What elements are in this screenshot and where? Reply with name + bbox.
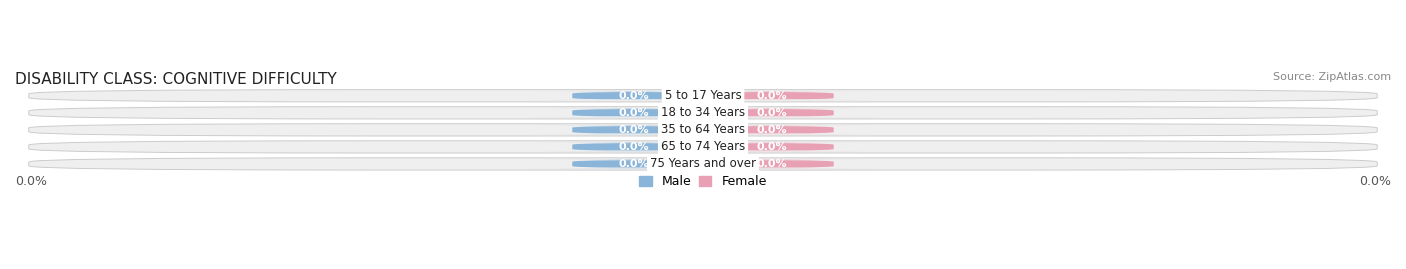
Text: 0.0%: 0.0%: [15, 175, 46, 188]
FancyBboxPatch shape: [669, 109, 875, 117]
Text: 18 to 34 Years: 18 to 34 Years: [661, 106, 745, 119]
FancyBboxPatch shape: [28, 107, 1378, 119]
Text: 0.0%: 0.0%: [619, 159, 650, 169]
Legend: Male, Female: Male, Female: [634, 171, 772, 193]
Text: 0.0%: 0.0%: [756, 108, 787, 118]
FancyBboxPatch shape: [531, 143, 737, 151]
Text: 0.0%: 0.0%: [619, 142, 650, 152]
Text: DISABILITY CLASS: COGNITIVE DIFFICULTY: DISABILITY CLASS: COGNITIVE DIFFICULTY: [15, 72, 337, 87]
Text: 0.0%: 0.0%: [756, 142, 787, 152]
FancyBboxPatch shape: [669, 143, 875, 151]
Text: 0.0%: 0.0%: [619, 125, 650, 135]
Text: 0.0%: 0.0%: [619, 108, 650, 118]
Text: 5 to 17 Years: 5 to 17 Years: [665, 89, 741, 102]
Text: 35 to 64 Years: 35 to 64 Years: [661, 123, 745, 136]
FancyBboxPatch shape: [669, 126, 875, 134]
Text: 75 Years and over: 75 Years and over: [650, 157, 756, 171]
Text: Source: ZipAtlas.com: Source: ZipAtlas.com: [1272, 72, 1391, 82]
Text: 0.0%: 0.0%: [1360, 175, 1391, 188]
FancyBboxPatch shape: [28, 158, 1378, 170]
Text: 65 to 74 Years: 65 to 74 Years: [661, 140, 745, 153]
Text: 0.0%: 0.0%: [756, 125, 787, 135]
FancyBboxPatch shape: [28, 141, 1378, 153]
Text: 0.0%: 0.0%: [619, 91, 650, 101]
Text: 0.0%: 0.0%: [756, 159, 787, 169]
FancyBboxPatch shape: [28, 124, 1378, 136]
FancyBboxPatch shape: [669, 91, 875, 100]
Text: 0.0%: 0.0%: [756, 91, 787, 101]
FancyBboxPatch shape: [669, 160, 875, 168]
FancyBboxPatch shape: [28, 90, 1378, 102]
FancyBboxPatch shape: [531, 126, 737, 134]
FancyBboxPatch shape: [531, 160, 737, 168]
FancyBboxPatch shape: [531, 109, 737, 117]
FancyBboxPatch shape: [531, 91, 737, 100]
